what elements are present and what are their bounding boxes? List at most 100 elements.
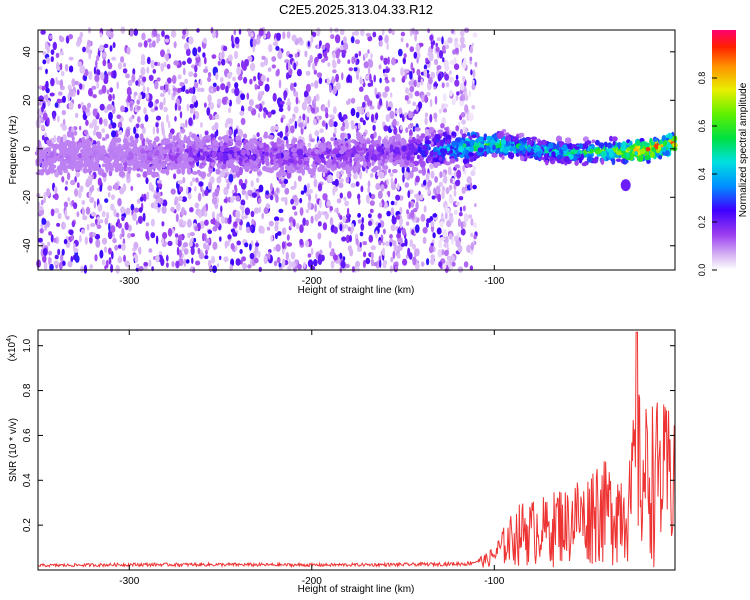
spectrogram-cell: [306, 95, 312, 105]
spectrogram-cell: [414, 127, 421, 132]
spectrogram-cell: [318, 115, 322, 120]
spectrogram-cell: [49, 92, 55, 97]
spectrogram-cell: [310, 171, 316, 176]
spectrogram-cell: [89, 122, 94, 129]
spectrogram-cell: [299, 197, 303, 204]
spectrogram-cell: [389, 110, 395, 120]
spectrogram-cell: [77, 142, 82, 149]
spectrogram-cell: [253, 207, 260, 214]
spectrogram-cell: [174, 233, 179, 238]
spectrogram-cell: [438, 181, 443, 188]
spectrogram-cell: [379, 77, 382, 84]
spectrogram-cell: [156, 77, 161, 82]
spectrogram-cell: [103, 246, 108, 253]
spectrogram-cell: [94, 218, 98, 224]
spectrogram-cell: [151, 165, 157, 169]
spectrogram-cell: [297, 175, 302, 182]
spectrogram-cell: [174, 200, 177, 206]
spectrogram-cell: [399, 237, 403, 245]
spectrogram-cell: [152, 69, 157, 74]
spectrogram-cell: [142, 212, 146, 222]
spectrogram-cell: [93, 149, 99, 156]
spectrogram-cell: [382, 241, 385, 246]
spectrogram-cell: [73, 254, 76, 261]
spectrogram-cell: [269, 194, 274, 201]
spectrogram-cell: [156, 179, 162, 184]
spectrogram-cell: [159, 85, 164, 91]
spectrogram-cell: [335, 49, 340, 59]
spectrogram-cell: [164, 144, 171, 149]
spectrogram-cell: [148, 259, 152, 268]
spectrogram-cell: [406, 99, 411, 105]
spectrogram-cell: [469, 59, 473, 65]
spectrogram-cell: [411, 229, 415, 236]
spectrogram-cell: [190, 181, 193, 187]
spectrogram-cell: [227, 140, 232, 146]
spectrogram-cell: [194, 111, 200, 120]
spectrogram-cell: [345, 176, 350, 184]
spectrogram-cell: [68, 101, 74, 110]
spectrogram-cell: [305, 115, 308, 124]
spectrogram-cell: [354, 125, 358, 130]
spectrogram-cell: [374, 140, 381, 144]
spectrogram-cell: [472, 222, 477, 229]
spectrogram-cell: [99, 103, 105, 111]
spectrogram-cell: [93, 200, 97, 209]
spectrogram-cell: [355, 111, 360, 119]
spectrogram-cell: [409, 129, 413, 138]
spectrogram-cell: [329, 217, 334, 226]
spectrogram-cell: [271, 64, 276, 69]
spectrogram-cell: [415, 224, 420, 234]
spectrogram-cell: [307, 253, 312, 258]
spectrogram-cell: [368, 234, 374, 243]
spectrogram-cell: [296, 148, 304, 156]
spectrogram-cell: [175, 237, 178, 246]
spectrogram-cell: [410, 156, 414, 162]
spectrogram-cell: [65, 215, 70, 220]
spectrogram-cell: [212, 147, 219, 152]
spectrogram-cell: [420, 133, 426, 139]
spectrogram-cell: [159, 93, 165, 97]
spectrogram-cell: [405, 127, 409, 133]
spectrogram-cell: [453, 63, 460, 70]
spectrogram-cell: [336, 207, 339, 215]
spectrogram-cell: [212, 31, 216, 39]
spectrogram-cell: [257, 250, 261, 258]
spectrogram-cell: [559, 142, 564, 148]
spectrogram-ytick-label: 40: [22, 46, 33, 58]
spectrogram-cell: [211, 151, 217, 158]
spectrogram-cell: [417, 195, 422, 200]
spectrogram-cell: [142, 85, 146, 94]
spectrogram-cell: [161, 30, 165, 37]
spectrogram-cell: [415, 175, 420, 183]
spectrogram-cell: [253, 75, 257, 82]
spectrogram-cell: [441, 36, 444, 45]
spectrogram-cell: [85, 206, 91, 215]
spectrogram-cell: [311, 107, 316, 114]
spectrogram-cell: [188, 71, 194, 77]
spectrogram-cell: [94, 254, 98, 262]
spectrogram-cell: [357, 198, 361, 205]
spectrogram-cell: [252, 148, 259, 155]
spectrogram-cell: [304, 240, 310, 248]
spectrogram-cell: [281, 241, 286, 249]
spectrogram-cell: [141, 32, 146, 41]
spectrogram-cell: [383, 125, 389, 132]
spectrogram-cell: [217, 136, 223, 141]
spectrogram-cell: [125, 128, 131, 138]
snr-xtick-label: -100: [484, 576, 504, 587]
spectrogram-cell: [316, 27, 321, 35]
spectrogram-cell: [258, 184, 264, 193]
spectrogram-cell: [215, 168, 221, 175]
spectrogram-cell: [276, 138, 282, 145]
spectrogram-cell: [302, 113, 306, 121]
spectrogram-cell: [313, 118, 317, 126]
spectrogram-cell: [466, 113, 470, 121]
spectrogram-cell: [421, 94, 426, 103]
spectrogram-cell: [589, 148, 593, 153]
spectrogram-cell: [235, 217, 241, 223]
spectrogram-cell: [40, 29, 46, 35]
spectrogram-cell: [121, 227, 125, 236]
spectrogram-cell: [206, 172, 212, 177]
spectrogram-cell: [53, 237, 57, 243]
